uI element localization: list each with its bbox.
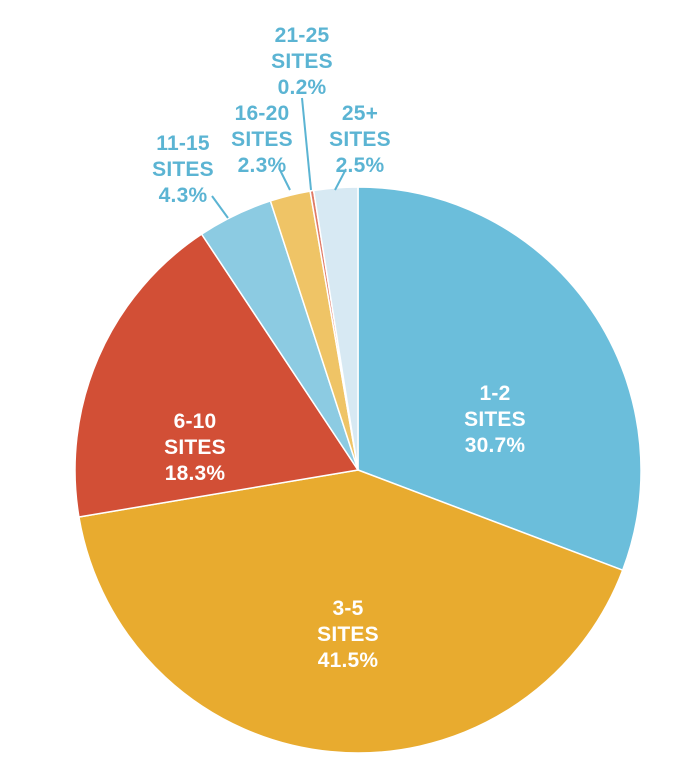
label-category: 6-10	[174, 410, 217, 433]
leader-lines	[211, 97, 347, 219]
label-percent: 30.7%	[465, 434, 526, 457]
slice-label-21-25: 21-25 SITES 0.2%	[271, 24, 333, 99]
pie-slices	[74, 186, 642, 754]
label-unit: SITES	[271, 50, 333, 73]
label-category: 25+	[342, 102, 378, 125]
label-unit: SITES	[164, 436, 226, 459]
label-unit: SITES	[329, 128, 391, 151]
leader-line	[334, 168, 347, 191]
label-percent: 18.3%	[165, 462, 226, 485]
label-category: 3-5	[333, 597, 364, 620]
label-unit: SITES	[317, 623, 379, 646]
label-category: 21-25	[275, 24, 330, 47]
label-unit: SITES	[231, 128, 293, 151]
slice-label-25-plus: 25+ SITES 2.5%	[329, 102, 391, 177]
leader-line	[211, 195, 229, 219]
slice-label-11-15: 11-15 SITES 4.3%	[152, 132, 214, 207]
slice-label-16-20: 16-20 SITES 2.3%	[231, 102, 293, 177]
label-unit: SITES	[152, 158, 214, 181]
label-category: 16-20	[235, 102, 290, 125]
slice-label-1-2: 1-2 SITES 30.7%	[464, 382, 526, 457]
slice-labels: 1-2 SITES 30.7% 3-5 SITES 41.5% 6-10 SITES 18.3%…	[152, 24, 526, 672]
label-unit: SITES	[464, 408, 526, 431]
label-category: 11-15	[156, 132, 210, 155]
label-percent: 2.3%	[238, 154, 287, 177]
slice-label-6-10: 6-10 SITES 18.3%	[164, 410, 226, 485]
label-percent: 4.3%	[159, 184, 208, 207]
slice-label-3-5: 3-5 SITES 41.5%	[317, 597, 379, 672]
label-percent: 2.5%	[336, 154, 385, 177]
pie-slice-1-2	[357, 186, 642, 572]
pie-slice-3-5	[78, 469, 624, 754]
label-percent: 0.2%	[278, 76, 327, 99]
leader-line	[301, 97, 312, 191]
label-category: 1-2	[480, 382, 511, 405]
leader-line	[278, 167, 291, 191]
pie-slice-6-10	[74, 233, 360, 518]
label-percent: 41.5%	[318, 649, 379, 672]
